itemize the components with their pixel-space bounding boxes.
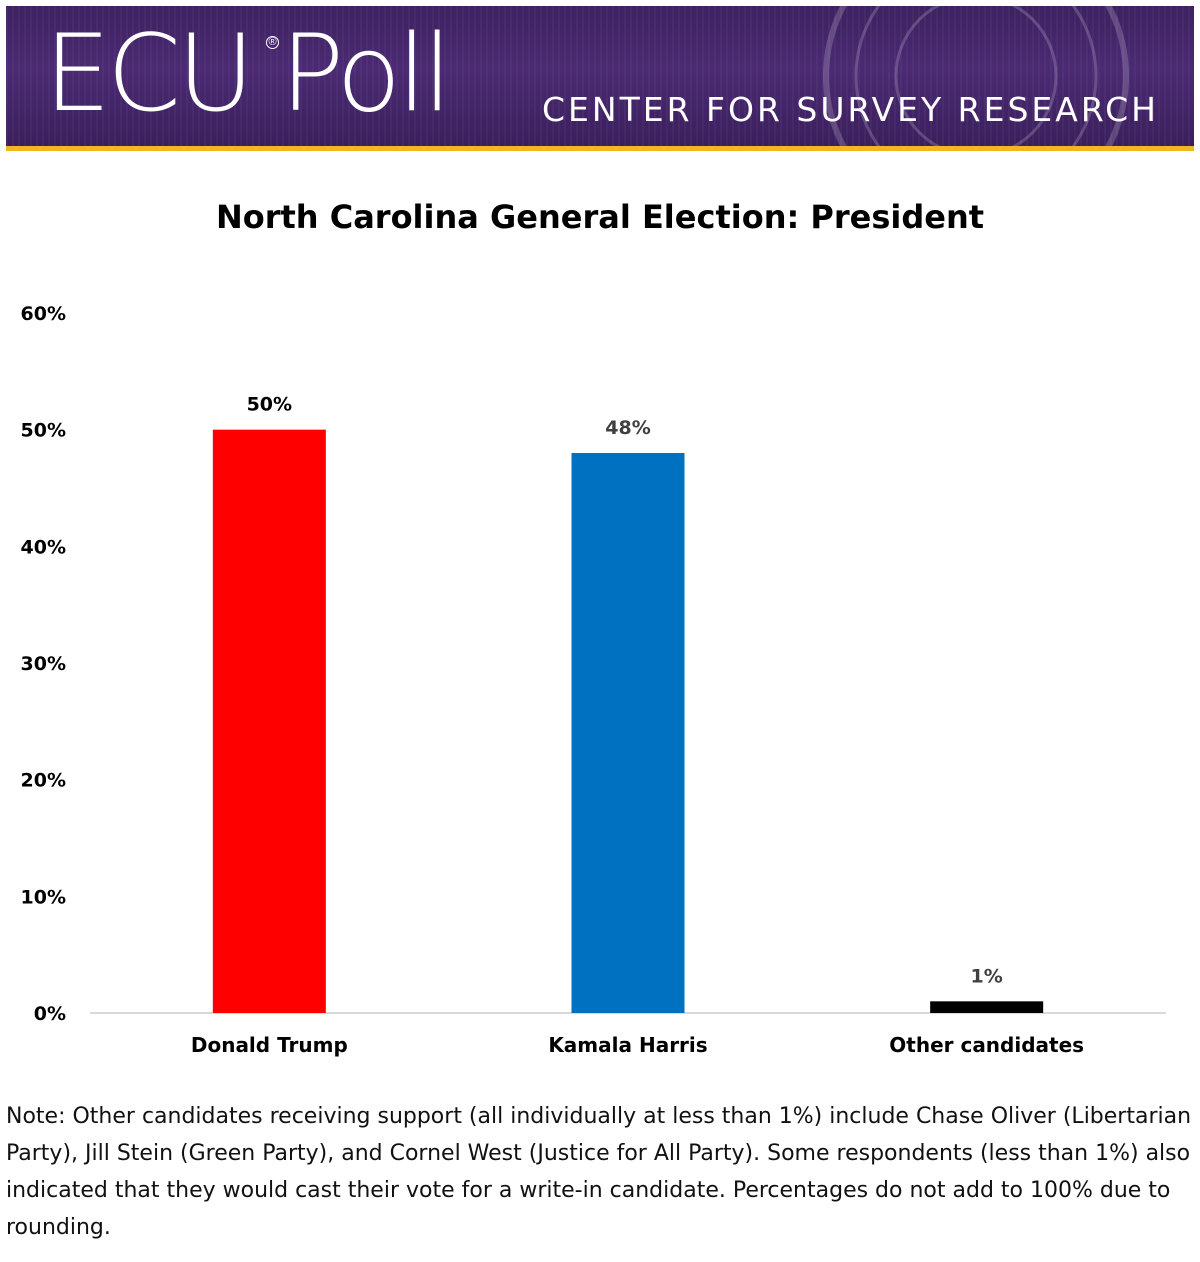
x-tick-label: Kamala Harris — [548, 1033, 707, 1057]
y-tick-label: 10% — [21, 886, 66, 908]
university-seal-watermark — [823, 6, 1129, 146]
ecu-poll-logo: ECU Poll — [44, 12, 452, 135]
y-tick-label: 40% — [21, 536, 66, 558]
registered-mark: ® — [266, 36, 279, 49]
y-tick-label: 60% — [21, 303, 66, 325]
footnote: Note: Other candidates receiving support… — [6, 1104, 1192, 1240]
data-label: 48% — [605, 417, 650, 439]
header-banner: ECU Poll ® CENTER FOR SURVEY RESEARCH — [6, 6, 1194, 146]
banner-subtitle: CENTER FOR SURVEY RESEARCH — [542, 90, 1159, 129]
bar-kamala-harris — [571, 453, 685, 1013]
bar-other-candidates — [930, 1001, 1044, 1013]
chart-title: North Carolina General Election: Preside… — [215, 198, 985, 236]
y-tick-label: 20% — [21, 770, 66, 792]
data-label: 1% — [971, 965, 1003, 987]
banner-gold-stripe — [6, 146, 1194, 151]
data-label: 50% — [247, 394, 292, 416]
bar-chart: 0% 10% 20% 30% 40% 50% 60% 50% Donald Trump 48% Ka… — [21, 303, 1166, 1057]
y-tick-label: 0% — [34, 1003, 66, 1025]
y-tick-label: 30% — [21, 653, 66, 675]
y-tick-label: 50% — [21, 420, 66, 442]
bar-donald-trump — [212, 429, 326, 1013]
x-tick-label: Other candidates — [889, 1033, 1084, 1057]
banner-texture — [6, 6, 1194, 146]
x-tick-label: Donald Trump — [191, 1033, 348, 1057]
